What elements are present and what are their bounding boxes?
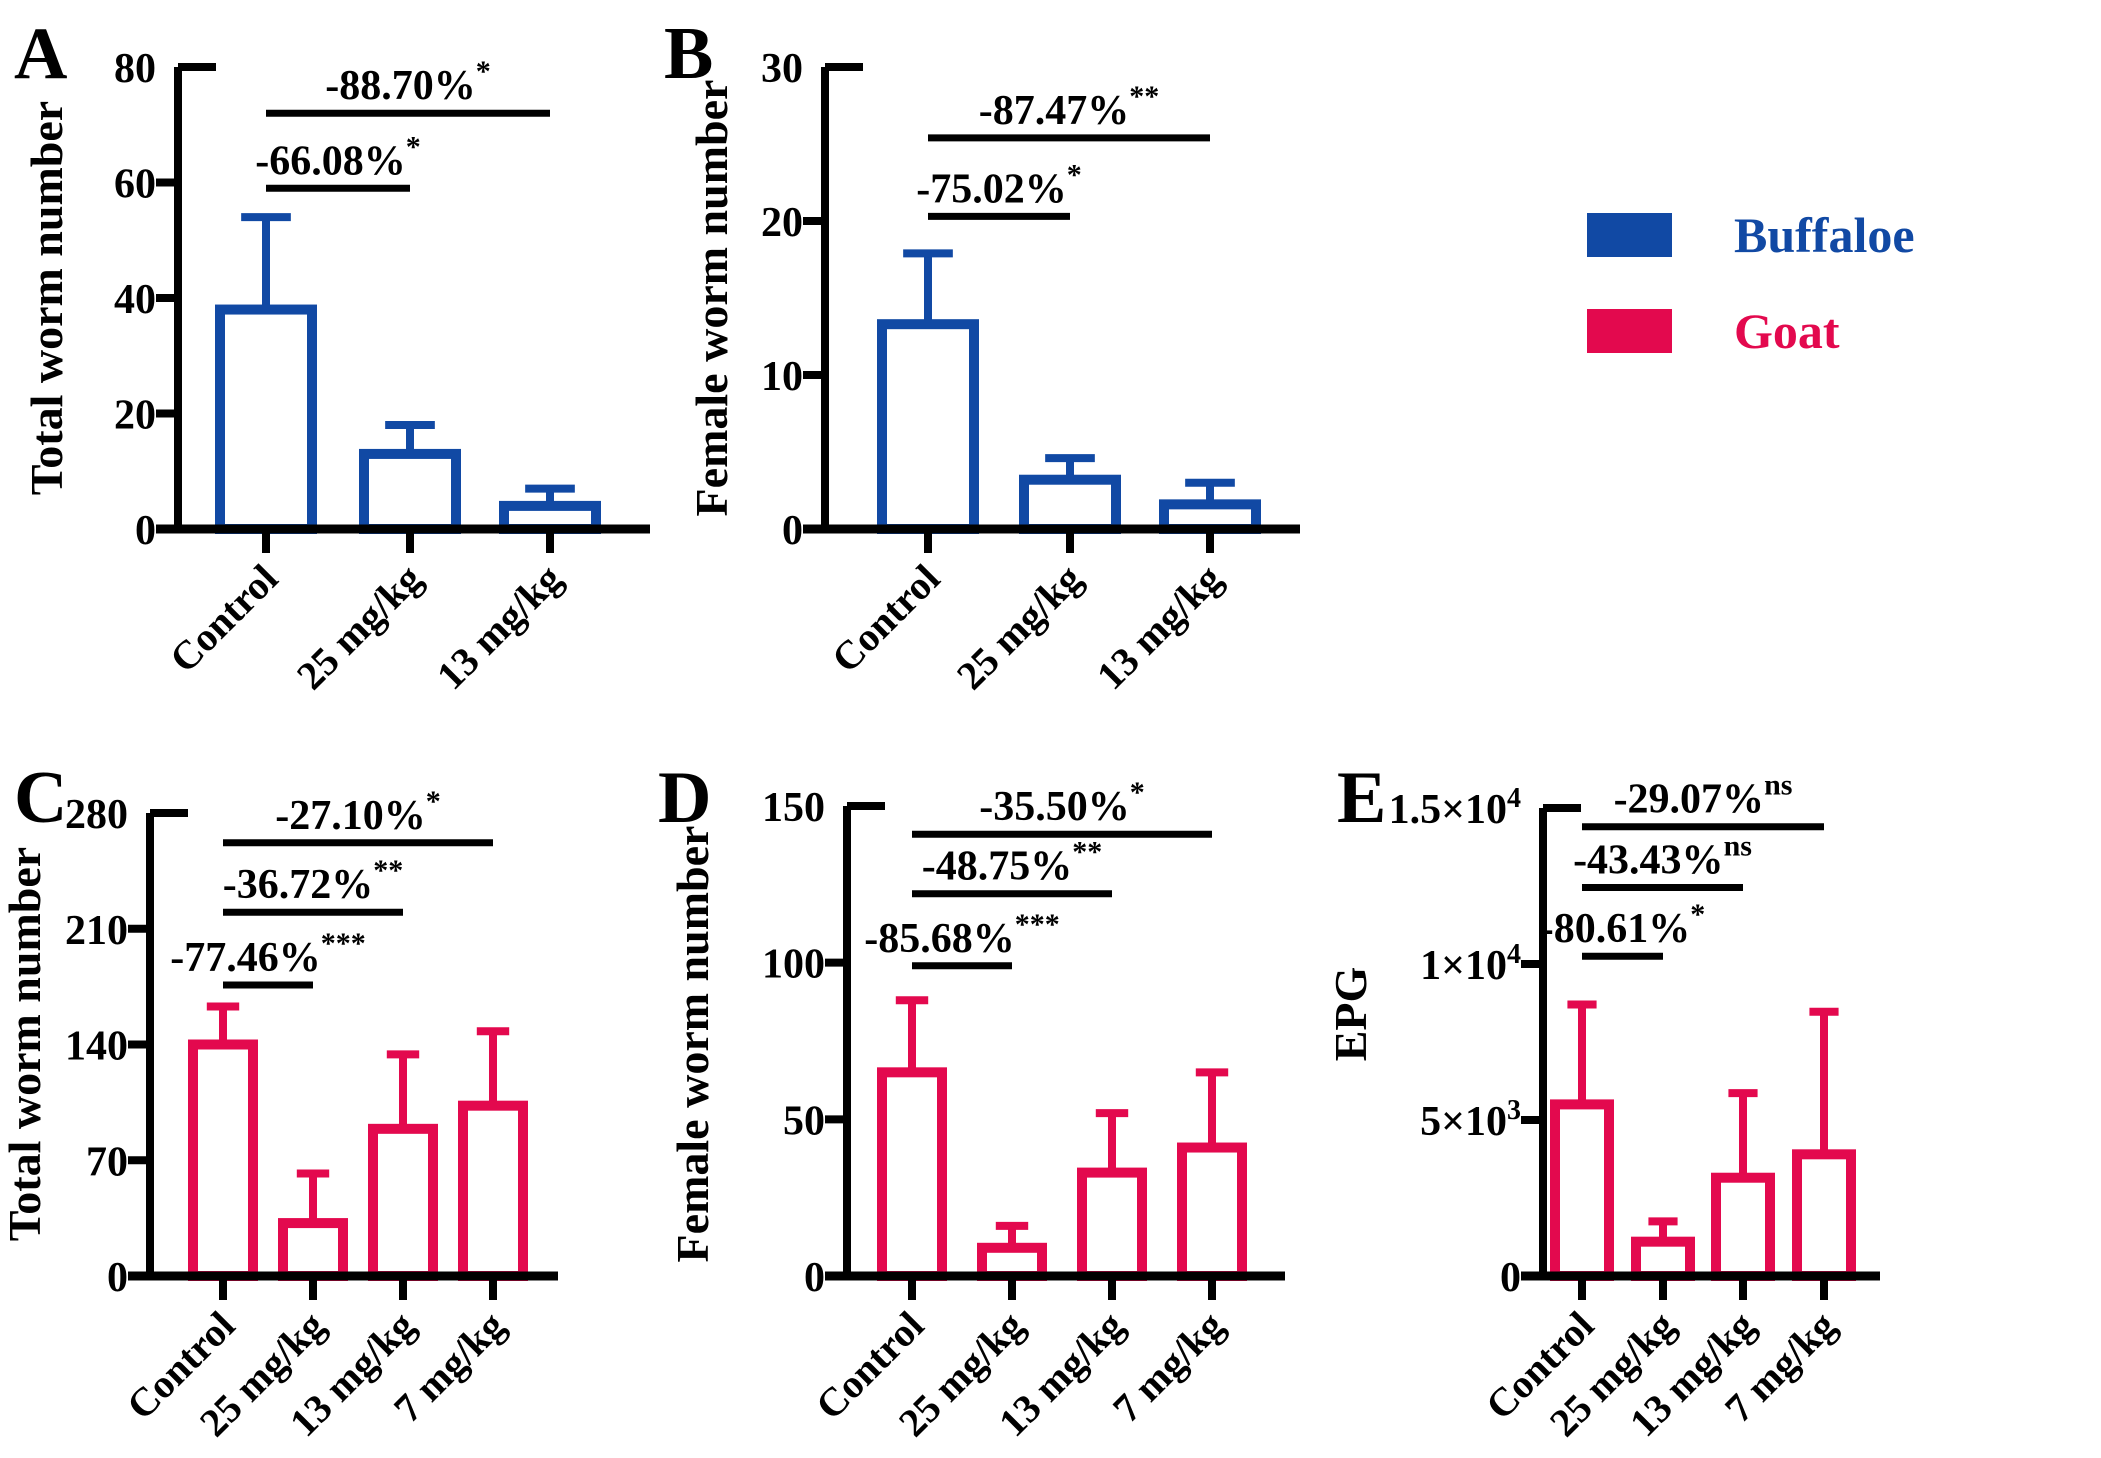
panel-e-y-tick-label-2: 1×104 [1420, 939, 1521, 989]
panel-d-bar-1 [977, 1242, 1047, 1282]
panel-b-y-tick-label-0: 0 [782, 508, 803, 554]
panel-b-bar-1 [1019, 474, 1121, 534]
panel-c-letter: C [14, 757, 67, 839]
panel-c-y-tick-label-0: 0 [107, 1255, 128, 1301]
panel-b-letter: B [664, 13, 713, 95]
panel-e-bar-3 [1792, 1149, 1856, 1281]
panel-e-bar-0 [1550, 1099, 1614, 1282]
panel-e-sig-label-0: -80.61%* [1540, 898, 1706, 952]
panel-c-y-axis-label: Total worm number [0, 847, 50, 1241]
panel-e-y-tick-label-0: 0 [1500, 1255, 1521, 1301]
panel-a-letter: A [14, 13, 67, 95]
panel-b-sig-label-1: -87.47%** [979, 80, 1160, 134]
panel-c-bar-1 [278, 1218, 348, 1281]
legend-swatch-goat [1587, 309, 1672, 353]
panel-b-y-tick-label-3: 30 [761, 46, 803, 92]
panel-b-y-axis-label: Female worm number [686, 80, 737, 517]
panel-d-bar-2 [1077, 1167, 1147, 1281]
panel-a-y-tick-label-0: 0 [135, 508, 156, 554]
panel-d-bar-0 [877, 1067, 947, 1282]
panel-c-bar-2 [368, 1123, 438, 1282]
panel-a-bar-0 [215, 304, 317, 534]
panel-a-bar-1 [359, 448, 461, 534]
panel-a-y-tick-label-4: 80 [114, 46, 156, 92]
panel-c-y-tick-label-1: 70 [86, 1139, 128, 1185]
panel-b-x-label-0: Control [823, 556, 949, 682]
panel-e-y-axis-label: EPG [1325, 967, 1376, 1062]
panel-c-y-tick-label-4: 280 [65, 792, 128, 838]
panel-b-y-tick-label-1: 10 [761, 354, 803, 400]
panel-a-y-tick-label-2: 40 [114, 277, 156, 323]
panel-c-sig-label-1: -36.72%** [223, 854, 404, 908]
panel-d-sig-label-1: -48.75%** [922, 836, 1103, 890]
panel-a-y-tick-label-1: 20 [114, 393, 156, 439]
panel-b-bar-0 [877, 319, 979, 534]
panel-a-x-label-0: Control [161, 556, 287, 682]
panel-d-sig-label-2: -35.50%* [979, 776, 1145, 830]
panel-c-y-tick-label-3: 210 [65, 908, 128, 954]
panel-d-y-tick-label-3: 150 [762, 785, 825, 831]
panel-e-sig-label-1: -43.43%ns [1573, 830, 1752, 884]
panel-b-x-label-2: 13 mg/kg [1088, 556, 1231, 699]
panel-d-letter: D [658, 757, 711, 839]
panel-e-sig-label-2: -29.07%ns [1614, 769, 1793, 823]
panel-a-x-label-1: 25 mg/kg [288, 556, 431, 699]
panel-d-y-tick-label-1: 50 [783, 1098, 825, 1144]
legend-item-buffaloe: Buffaloe [1587, 207, 1915, 263]
panel-d-y-axis-label: Female worm number [667, 826, 718, 1263]
panel-e-y-tick-label-3: 1.5×104 [1389, 783, 1521, 833]
panel-b-y-tick-label-2: 20 [761, 200, 803, 246]
panel-d-sig-label-0: -85.68%*** [864, 908, 1060, 962]
legend-label-buffaloe: Buffaloe [1734, 207, 1915, 263]
panel-a-sig-label-0: -66.08%* [255, 130, 421, 184]
panel-d-y-tick-label-2: 100 [762, 942, 825, 988]
panel-e-letter: E [1337, 757, 1386, 839]
panel-c-bar-0 [188, 1039, 258, 1281]
legend-item-goat: Goat [1587, 303, 1915, 359]
panel-e-y-tick-label-1: 5×103 [1420, 1095, 1521, 1145]
panel-e-bar-1 [1631, 1236, 1695, 1282]
panel-d-y-tick-label-0: 0 [804, 1255, 825, 1301]
panel-a-sig-label-1: -88.70%* [325, 55, 491, 109]
panel-c-sig-label-2: -27.10%* [275, 785, 441, 839]
legend: Buffaloe Goat [1587, 207, 1915, 405]
panel-a-y-tick-label-3: 60 [114, 162, 156, 208]
panel-d-x-label-3: 7 mg/kg [1104, 1303, 1232, 1431]
panel-c-bar-3 [458, 1100, 528, 1281]
panel-c-sig-label-0: -77.46%*** [170, 927, 366, 981]
panel-e-bar-2 [1711, 1172, 1775, 1281]
panel-b-sig-label-0: -75.02%* [916, 158, 1082, 212]
panel-d-bar-3 [1177, 1142, 1247, 1281]
legend-swatch-buffaloe [1587, 213, 1672, 257]
legend-label-goat: Goat [1734, 303, 1840, 359]
panel-c-y-tick-label-2: 140 [65, 1024, 128, 1070]
panel-b-x-label-1: 25 mg/kg [948, 556, 1091, 699]
panel-a-x-label-2: 13 mg/kg [428, 556, 571, 699]
panel-a-y-axis-label: Total worm number [21, 101, 72, 495]
